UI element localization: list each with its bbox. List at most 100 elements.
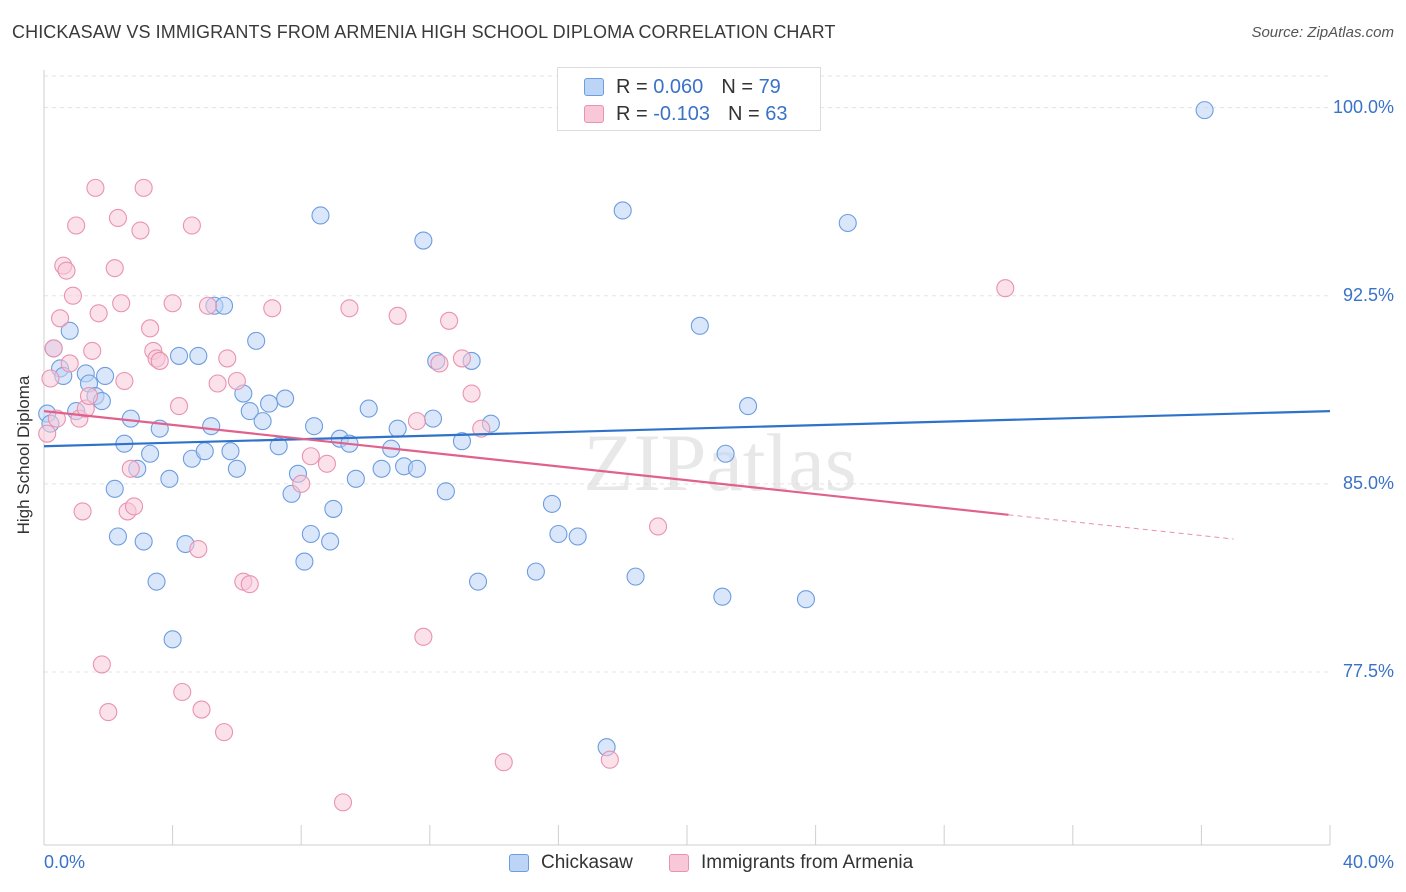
point-chickasaw	[301, 524, 320, 544]
point-armenia	[150, 351, 169, 370]
point-chickasaw	[105, 479, 124, 498]
point-armenia	[996, 279, 1015, 298]
point-chickasaw	[247, 331, 266, 350]
point-armenia	[63, 286, 82, 305]
point-chickasaw	[221, 442, 240, 461]
point-armenia	[173, 682, 192, 702]
x-tick-label-min: 0.0%	[44, 852, 86, 872]
point-chickasaw	[468, 572, 488, 591]
point-armenia	[141, 319, 160, 338]
point-armenia	[79, 387, 99, 406]
bottom-legend-armenia: Immigrants from Armenia	[669, 852, 913, 874]
point-armenia	[333, 793, 353, 812]
point-armenia	[407, 412, 426, 431]
legend-swatch-armenia	[584, 105, 604, 123]
point-armenia	[44, 339, 63, 358]
point-armenia	[301, 447, 320, 466]
point-chickasaw	[227, 459, 246, 478]
point-chickasaw	[838, 213, 857, 233]
legend-swatch-chickasaw	[584, 78, 604, 96]
point-armenia	[67, 216, 86, 235]
source-label: Source: ZipAtlas.com	[1251, 24, 1394, 41]
chart-title: CHICKASAW VS IMMIGRANTS FROM ARMENIA HIG…	[12, 22, 836, 42]
point-chickasaw	[690, 316, 709, 335]
point-armenia	[163, 294, 182, 313]
point-chickasaw	[202, 417, 221, 436]
point-armenia	[41, 369, 60, 388]
point-chickasaw	[372, 459, 391, 478]
point-armenia	[452, 349, 472, 368]
point-armenia	[263, 299, 282, 318]
point-armenia	[47, 409, 66, 428]
legend-n-value: 79	[758, 75, 781, 98]
point-armenia	[112, 294, 131, 313]
point-armenia	[121, 459, 140, 478]
axes	[43, 70, 1331, 846]
legend-n-label: N =	[721, 75, 753, 98]
point-armenia	[472, 419, 491, 438]
point-chickasaw	[276, 389, 295, 408]
point-armenia	[430, 354, 449, 373]
point-armenia	[240, 575, 259, 594]
point-chickasaw	[452, 432, 472, 451]
trend-line-armenia	[43, 410, 1009, 516]
point-armenia	[83, 341, 102, 360]
point-chickasaw	[240, 402, 259, 421]
x-tick-label-max: 40.0%	[1342, 852, 1394, 872]
point-armenia	[218, 349, 237, 368]
point-armenia	[649, 517, 668, 536]
point-armenia	[60, 354, 79, 373]
point-armenia	[317, 454, 336, 473]
bottom-legend-label-armenia: Immigrants from Armenia	[701, 852, 914, 873]
point-armenia	[208, 374, 227, 393]
point-armenia	[86, 178, 105, 197]
point-chickasaw	[542, 494, 562, 513]
point-armenia	[57, 261, 76, 280]
point-armenia	[214, 723, 234, 742]
bottom-legend-swatch-chickasaw	[509, 854, 529, 872]
point-chickasaw	[1195, 101, 1214, 120]
point-chickasaw	[568, 527, 587, 546]
point-chickasaw	[195, 442, 214, 461]
point-chickasaw	[324, 499, 343, 518]
point-armenia	[189, 539, 208, 559]
point-armenia	[92, 655, 111, 674]
point-chickasaw	[526, 562, 545, 581]
point-armenia	[494, 753, 513, 772]
point-chickasaw	[96, 366, 115, 386]
point-chickasaw	[259, 394, 279, 413]
point-chickasaw	[108, 527, 127, 546]
point-chickasaw	[713, 587, 732, 606]
point-armenia	[131, 221, 150, 240]
point-armenia	[124, 497, 144, 516]
point-chickasaw	[796, 590, 816, 609]
legend-row-chickasaw: R = 0.060 N = 79	[584, 75, 781, 99]
point-chickasaw	[311, 206, 330, 225]
point-chickasaw	[147, 572, 166, 591]
point-chickasaw	[739, 397, 758, 416]
legend-n-label: N =	[727, 102, 760, 125]
y-tick-label: 85.0%	[1342, 472, 1394, 493]
point-chickasaw	[388, 419, 407, 438]
point-armenia	[182, 216, 201, 235]
point-chickasaw	[134, 532, 153, 551]
legend-row-armenia: R = -0.103 N = 63	[584, 102, 787, 126]
trend-line-armenia-extension	[1008, 514, 1234, 540]
point-chickasaw	[60, 321, 79, 340]
point-armenia	[73, 502, 92, 521]
point-chickasaw	[305, 417, 324, 436]
trend-lines	[43, 410, 1331, 540]
point-armenia	[89, 304, 108, 323]
point-chickasaw	[163, 630, 182, 649]
point-armenia	[292, 474, 311, 493]
point-chickasaw	[359, 399, 378, 418]
point-chickasaw	[321, 532, 340, 551]
legend-r-label: R =	[616, 102, 648, 125]
point-chickasaw	[626, 567, 645, 586]
point-armenia	[462, 384, 481, 403]
point-armenia	[227, 371, 246, 391]
point-chickasaw	[346, 469, 365, 488]
point-armenia	[440, 311, 459, 330]
point-chickasaw	[253, 412, 272, 431]
